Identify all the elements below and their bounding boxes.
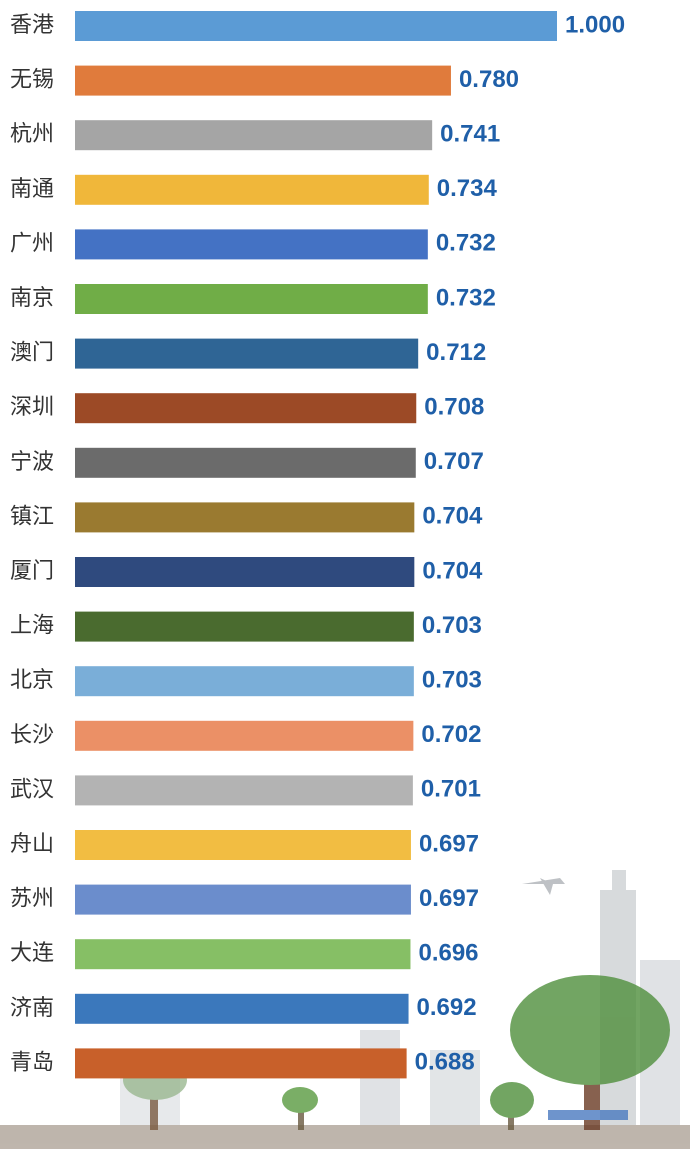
value-label: 0.732 (436, 284, 496, 311)
bar (75, 1048, 407, 1079)
category-label: 武汉 (10, 777, 54, 802)
bar (75, 502, 415, 533)
value-label: 0.702 (421, 721, 481, 748)
value-label: 0.704 (422, 503, 483, 530)
bar (75, 830, 411, 860)
value-label: 0.741 (440, 121, 500, 148)
category-label: 南通 (10, 177, 54, 202)
bar (75, 393, 417, 424)
bar (75, 884, 411, 915)
value-label: 1.000 (565, 11, 625, 38)
bar (75, 229, 428, 260)
category-label: 济南 (10, 996, 54, 1021)
value-label: 0.697 (419, 885, 479, 912)
category-label: 广州 (10, 231, 54, 256)
bar (75, 174, 429, 205)
category-label: 深圳 (10, 395, 54, 420)
bar (75, 557, 415, 587)
bar (75, 993, 409, 1024)
category-label: 青岛 (10, 1050, 54, 1075)
category-label: 澳门 (10, 341, 54, 366)
category-label: 上海 (10, 614, 54, 639)
bar (75, 447, 416, 478)
category-label: 长沙 (10, 723, 54, 748)
value-label: 0.688 (415, 1049, 475, 1076)
bar (75, 11, 557, 41)
value-label: 0.780 (459, 66, 519, 93)
category-label: 南京 (10, 286, 54, 311)
value-label: 0.697 (419, 830, 479, 857)
category-label: 舟山 (10, 832, 54, 857)
value-label: 0.707 (424, 448, 484, 475)
category-label: 大连 (10, 941, 54, 966)
value-label: 0.734 (437, 175, 498, 202)
bar (75, 720, 414, 751)
bar (75, 65, 451, 96)
bar (75, 611, 414, 642)
value-label: 0.703 (422, 667, 482, 694)
value-label: 0.704 (422, 557, 483, 584)
category-label: 无锡 (10, 68, 54, 93)
value-label: 0.701 (421, 776, 481, 803)
value-label: 0.692 (417, 994, 477, 1021)
category-label: 北京 (10, 668, 54, 693)
bar (75, 775, 413, 806)
category-label: 镇江 (10, 504, 54, 529)
value-label: 0.712 (426, 339, 486, 366)
bar (75, 284, 428, 314)
category-label: 香港 (10, 13, 54, 38)
category-label: 苏州 (10, 887, 54, 912)
value-label: 0.732 (436, 230, 496, 257)
value-label: 0.708 (424, 394, 484, 421)
bar (75, 338, 419, 369)
category-label: 杭州 (10, 122, 54, 147)
value-label: 0.696 (418, 940, 478, 967)
bar (75, 939, 411, 970)
bar (75, 120, 433, 151)
value-label: 0.703 (422, 612, 482, 639)
category-label: 宁波 (10, 450, 54, 475)
category-label: 厦门 (10, 559, 54, 584)
bar (75, 666, 414, 697)
